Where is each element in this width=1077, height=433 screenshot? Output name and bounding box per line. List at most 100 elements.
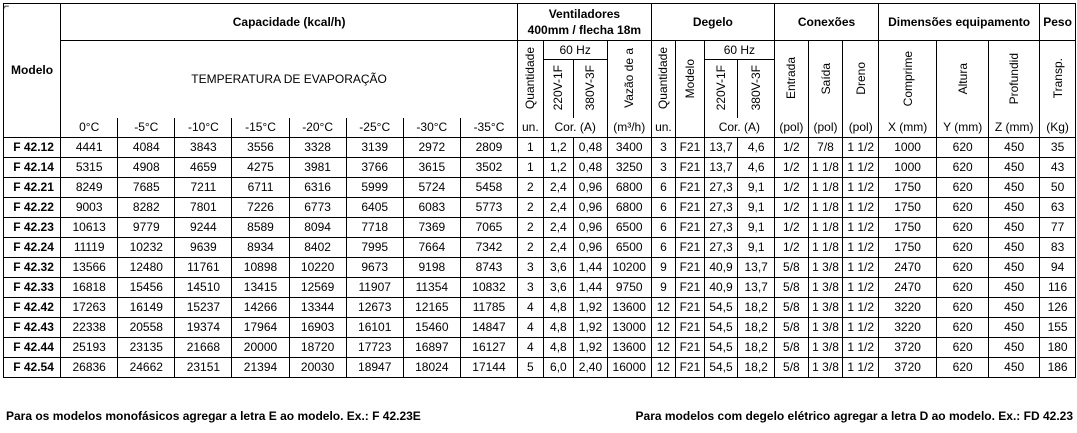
table-cell: 23151: [174, 356, 233, 378]
table-cell: 0,96: [573, 176, 608, 198]
table-cell: 450: [988, 256, 1041, 278]
table-cell: 3: [650, 136, 677, 158]
table-cell: 1 1/2: [842, 296, 880, 318]
table-row: F 42.44 25193 23135 21668 20000 18720 17723 168…: [2, 336, 1076, 358]
table-cell: 1750: [878, 196, 938, 218]
table-cell: 13,7: [737, 276, 776, 298]
unit-saida: (pol): [807, 117, 844, 138]
temp-35: -35°C: [459, 117, 519, 138]
table-cell: 0,48: [573, 156, 608, 178]
table-cell: 1 1/2: [842, 236, 880, 258]
temp-10: -10°C: [174, 117, 233, 138]
table-cell: 8743: [459, 256, 519, 278]
unit-entrada: (pol): [774, 117, 809, 138]
table-cell: 5/8: [774, 336, 809, 358]
table-cell: 7995: [345, 236, 404, 258]
temp-0: 0°C: [60, 117, 119, 138]
vent-380-head: 380V-3F: [573, 59, 608, 118]
table-cell: 620: [936, 336, 990, 358]
table-cell: F21: [675, 296, 705, 318]
table-cell: 450: [988, 136, 1041, 158]
header-degelo: Degelo: [650, 3, 776, 41]
peso-transp-label: Transp.: [1050, 58, 1065, 99]
table-cell: 6405: [345, 196, 404, 218]
table-cell: 13344: [288, 296, 347, 318]
table-cell: 1,2: [542, 156, 575, 178]
table-cell: 11354: [402, 276, 461, 298]
table-cell: 1 1/2: [842, 336, 880, 358]
model-cell: F 42.23: [2, 216, 62, 238]
table-cell: 2972: [402, 136, 461, 158]
unit-y: Y (mm): [936, 117, 990, 138]
table-cell: F21: [675, 236, 705, 258]
table-cell: 9,1: [737, 236, 776, 258]
temperatura-label: TEMPERATURA DE EVAPORAÇÃO: [60, 40, 519, 118]
con-entrada-head: Entrada: [774, 40, 809, 118]
table-cell: 7065: [459, 216, 519, 238]
table-cell: 13415: [231, 276, 290, 298]
table-cell: 1,2: [542, 136, 575, 158]
temp-20: -20°C: [288, 117, 347, 138]
table-cell: 8934: [231, 236, 290, 258]
footer-note-left: Para os modelos monofásicos agregar a le…: [6, 409, 421, 423]
table-cell: 4,8: [542, 336, 575, 358]
table-cell: 1 1/2: [842, 216, 880, 238]
table-cell: 450: [988, 236, 1041, 258]
header-peso: Peso: [1039, 3, 1076, 41]
table-cell: 3: [517, 276, 544, 298]
table-cell: 5/8: [774, 356, 809, 378]
table-cell: 54,5: [703, 356, 739, 378]
table-cell: 7801: [174, 196, 233, 218]
table-cell: 6316: [288, 176, 347, 198]
table-cell: 14847: [459, 316, 519, 338]
table-cell: 1 1/2: [842, 156, 880, 178]
table-cell: 1 1/8: [807, 196, 844, 218]
table-row: F 42.12 4441 4084 3843 3556 3328 3139 2972 2809 1…: [2, 136, 1076, 158]
table-cell: 21394: [231, 356, 290, 378]
table-cell: 2,4: [542, 216, 575, 238]
table-cell: 12569: [288, 276, 347, 298]
unit-deg-qty: un.: [650, 117, 677, 138]
table-cell: 3220: [878, 296, 938, 318]
deg-380-label: 380V-3F: [749, 65, 764, 111]
table-cell: 6773: [288, 196, 347, 218]
table-cell: 5773: [459, 196, 519, 218]
table-cell: 12673: [345, 296, 404, 318]
table-cell: 5315: [60, 156, 119, 178]
spec-table: Modelo Capacidade (kcal/h) Ventiladores …: [2, 3, 1076, 378]
unit-vent-qty: un.: [517, 117, 544, 138]
table-cell: 1 1/8: [807, 236, 844, 258]
table-cell: 3220: [878, 316, 938, 338]
table-cell: 5/8: [774, 256, 809, 278]
table-cell: 8402: [288, 236, 347, 258]
con-dreno-label: Dreno: [853, 61, 868, 95]
table-cell: 5999: [345, 176, 404, 198]
table-cell: 16818: [60, 276, 119, 298]
con-entrada-label: Entrada: [784, 57, 799, 100]
table-cell: 3250: [606, 156, 652, 178]
table-cell: 4,8: [542, 296, 575, 318]
table-cell: 3720: [878, 356, 938, 378]
table-cell: 6800: [606, 196, 652, 218]
table-cell: 1 3/8: [807, 316, 844, 338]
table-cell: 1 1/8: [807, 176, 844, 198]
temp-30: -30°C: [402, 117, 461, 138]
table-cell: 620: [936, 176, 990, 198]
table-cell: 6: [650, 176, 677, 198]
vent-qty-label: Quantidade: [523, 47, 538, 110]
table-cell: 13600: [606, 296, 652, 318]
table-cell: 9639: [174, 236, 233, 258]
table-cell: 450: [988, 276, 1041, 298]
unit-vent-cor: Cor. (A): [542, 117, 608, 138]
con-saida-head: Saída: [807, 40, 844, 118]
table-cell: 450: [988, 196, 1041, 218]
vent-vazao-label: Vazão de a: [622, 48, 637, 109]
table-cell: 9: [650, 276, 677, 298]
table-cell: 2,4: [542, 176, 575, 198]
table-cell: 1,92: [573, 336, 608, 358]
table-cell: 9: [650, 256, 677, 278]
table-cell: 6800: [606, 176, 652, 198]
table-cell: 54,5: [703, 336, 739, 358]
table-cell: 9673: [345, 256, 404, 278]
table-cell: F21: [675, 276, 705, 298]
